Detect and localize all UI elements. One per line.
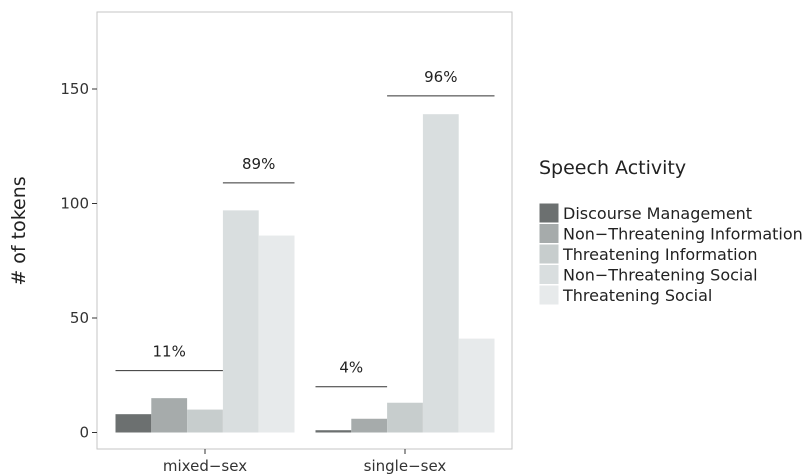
legend-label: Threatening Information bbox=[562, 245, 758, 264]
bar bbox=[115, 414, 152, 433]
legend-key bbox=[538, 223, 560, 244]
bar bbox=[258, 235, 295, 433]
annotations: 11% 89% 4% 96% bbox=[115, 68, 495, 388]
legend-key bbox=[538, 243, 560, 265]
bar bbox=[458, 338, 495, 433]
bar bbox=[387, 402, 423, 433]
y-axis-label: # of tokens bbox=[8, 176, 30, 285]
bar bbox=[222, 210, 259, 433]
y-tick-label: 100 bbox=[60, 195, 89, 213]
annotation-label: 89% bbox=[242, 155, 275, 173]
legend-label: Non−Threatening Information bbox=[563, 225, 803, 244]
bar bbox=[187, 409, 223, 433]
legend-label: Discourse Management bbox=[563, 204, 752, 223]
bar bbox=[315, 430, 352, 433]
legend-label: Non−Threatening Social bbox=[563, 266, 758, 285]
legend-key bbox=[538, 264, 560, 285]
legend-key bbox=[538, 202, 560, 224]
annotation-label: 4% bbox=[339, 359, 363, 377]
legend-key bbox=[538, 284, 560, 306]
y-tick-label: 0 bbox=[79, 424, 89, 442]
annotation-label: 96% bbox=[424, 68, 457, 86]
legend-label: Threatening Social bbox=[562, 286, 712, 305]
legend-title: Speech Activity bbox=[539, 157, 686, 179]
x-axis: mixed−sex single−sex bbox=[163, 449, 447, 474]
y-tick-label: 150 bbox=[60, 80, 89, 98]
bar bbox=[151, 398, 188, 433]
x-tick-label: mixed−sex bbox=[163, 457, 247, 474]
bars bbox=[115, 114, 495, 433]
bar bbox=[351, 418, 388, 433]
annotation-label: 11% bbox=[153, 343, 186, 361]
y-tick-label: 50 bbox=[70, 309, 89, 327]
legend: Speech Activity Discourse Management Non−… bbox=[538, 157, 803, 306]
y-axis: 0 50 100 150 bbox=[60, 80, 97, 442]
bar bbox=[422, 114, 459, 433]
x-tick-label: single−sex bbox=[364, 457, 447, 474]
